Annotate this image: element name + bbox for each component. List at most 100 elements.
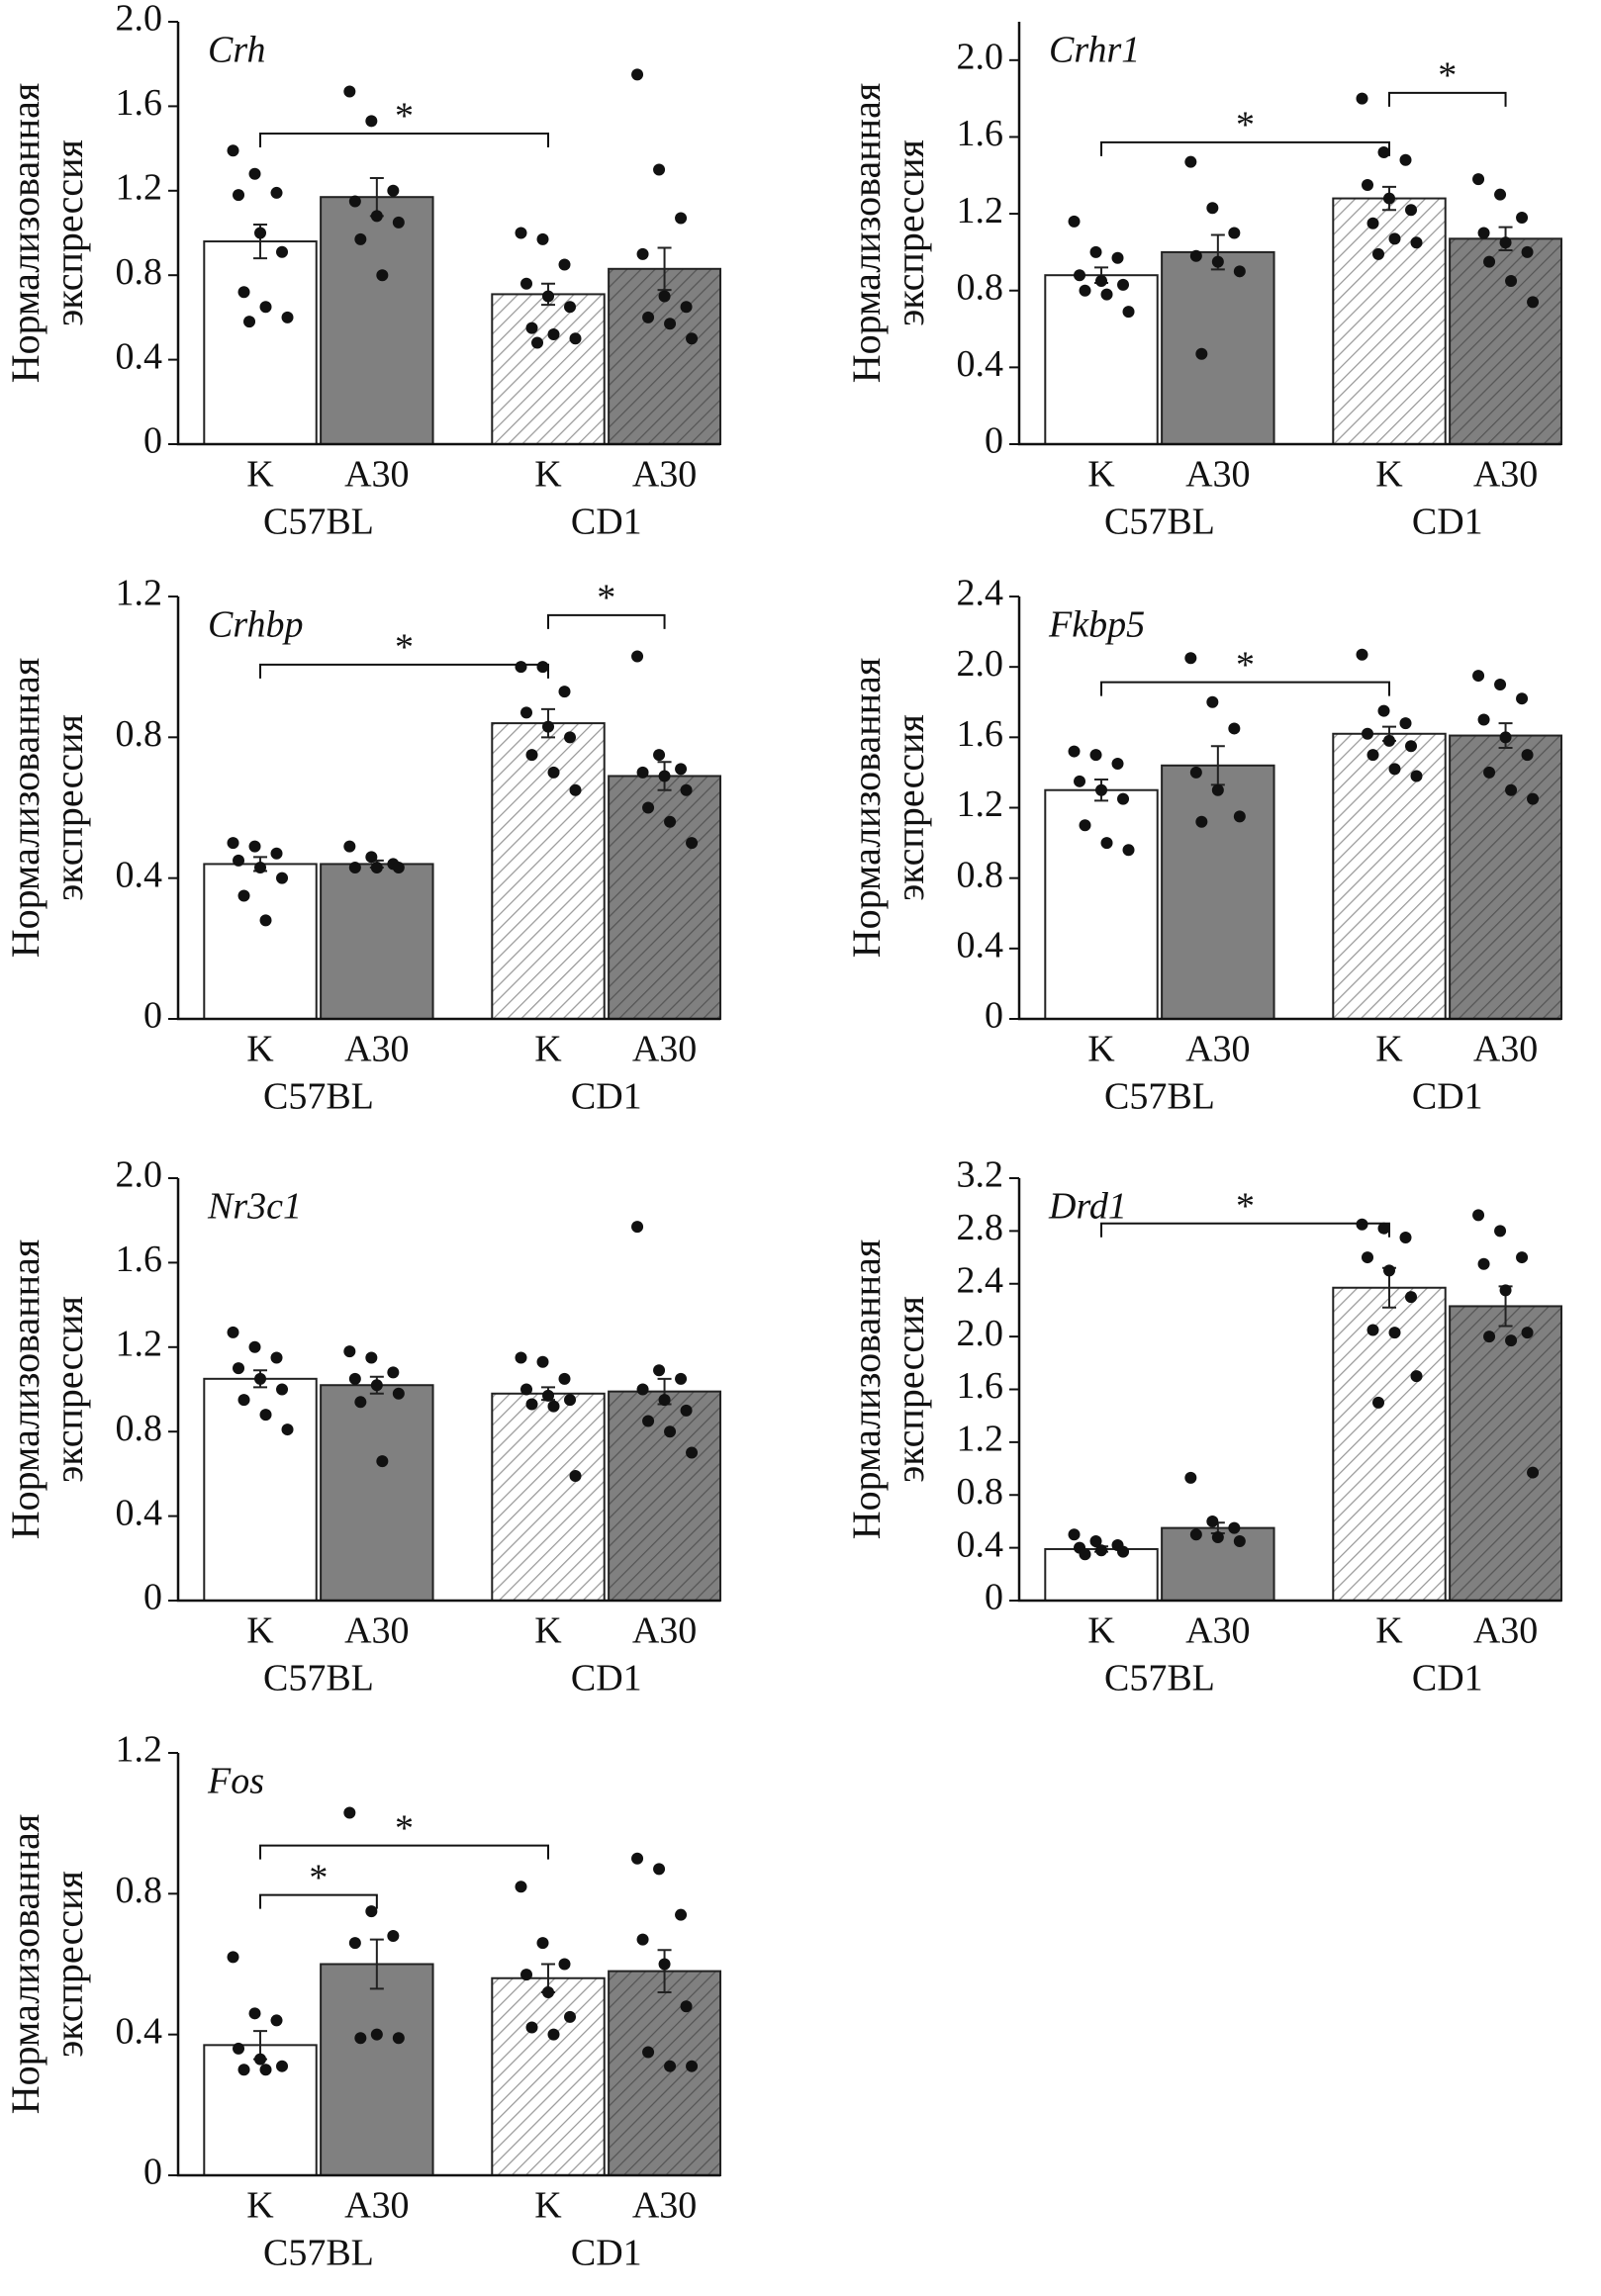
data-point — [1527, 1466, 1540, 1479]
data-point — [564, 2010, 577, 2023]
data-point — [237, 1394, 250, 1407]
data-point — [1074, 269, 1086, 282]
data-point — [248, 167, 261, 180]
x-tick-label: K — [1087, 1029, 1115, 1070]
chart-title: Drd1 — [1048, 1186, 1127, 1228]
data-point — [1211, 1530, 1224, 1543]
data-point — [1483, 766, 1496, 779]
data-point — [564, 731, 577, 744]
data-point — [354, 2032, 367, 2045]
data-point — [686, 2060, 699, 2072]
bar — [320, 1963, 434, 2176]
data-point — [542, 290, 555, 303]
data-point — [227, 837, 239, 850]
y-axis-label: экспрессия — [47, 714, 91, 901]
chart-title: Nr3c1 — [207, 1186, 302, 1228]
data-point — [1233, 1534, 1246, 1547]
data-point — [259, 301, 272, 314]
x-tick-label: K — [246, 1029, 274, 1070]
data-point — [1472, 1209, 1485, 1222]
data-point — [1505, 1334, 1518, 1347]
data-point — [276, 872, 289, 884]
data-point — [515, 1351, 527, 1364]
bar — [203, 240, 318, 445]
y-tick-label: 0 — [985, 1577, 1003, 1618]
data-point — [1228, 1521, 1241, 1534]
x-tick-label: A30 — [1473, 1610, 1538, 1652]
y-tick-label: 1.6 — [957, 113, 1004, 154]
data-point — [1117, 792, 1130, 805]
significance-bracket — [259, 1844, 550, 1860]
y-tick-label: 1.2 — [957, 783, 1004, 825]
data-point — [1228, 722, 1241, 735]
chart-title: Crhr1 — [1049, 30, 1140, 71]
data-point — [536, 1355, 549, 1368]
data-point — [270, 1351, 283, 1364]
data-point — [542, 1389, 555, 1402]
data-point — [1377, 145, 1390, 158]
y-tick-label: 1.6 — [957, 1365, 1004, 1407]
y-tick-label: 1.6 — [957, 713, 1004, 755]
data-point — [254, 861, 267, 873]
data-point — [1372, 1396, 1385, 1409]
data-point — [365, 115, 378, 128]
y-tick-label: 1.2 — [116, 573, 163, 614]
x-tick-label: A30 — [632, 1029, 697, 1070]
bar — [1044, 788, 1159, 1020]
data-point — [1366, 749, 1379, 762]
data-point — [520, 706, 533, 719]
group-label: C57BL — [1104, 502, 1215, 543]
data-point — [1516, 211, 1529, 224]
data-point — [525, 749, 538, 762]
data-point — [387, 184, 400, 197]
data-point — [569, 1470, 582, 1483]
y-tick-label: 0 — [985, 420, 1003, 462]
data-point — [1228, 227, 1241, 239]
y-axis-label: Нормализованная — [844, 1240, 889, 1539]
data-point — [547, 327, 560, 340]
data-point — [1377, 704, 1390, 717]
group-label: C57BL — [1104, 1658, 1215, 1699]
data-point — [1366, 217, 1379, 230]
bar — [1449, 1305, 1563, 1602]
significance-bracket — [259, 1893, 378, 1909]
y-axis-label: экспрессия — [888, 1296, 932, 1483]
data-point — [387, 1366, 400, 1379]
data-point — [642, 311, 655, 323]
significance-label: * — [395, 96, 414, 138]
bar — [320, 863, 434, 1021]
y-tick-label: 0.8 — [957, 266, 1004, 308]
data-point — [1477, 227, 1490, 239]
bar — [491, 293, 606, 446]
data-point — [237, 286, 250, 299]
data-point — [1117, 1545, 1130, 1558]
data-point — [631, 68, 644, 81]
y-axis-label: Нормализованная — [844, 658, 889, 958]
data-point — [1184, 652, 1197, 665]
data-point — [259, 914, 272, 927]
y-tick-label: 2.0 — [116, 1154, 163, 1196]
group-label: C57BL — [1104, 1076, 1215, 1118]
data-point — [1410, 236, 1423, 249]
data-point — [1516, 1251, 1529, 1264]
data-point — [564, 1394, 577, 1407]
bar — [1161, 764, 1275, 1020]
data-point — [1356, 92, 1368, 105]
bar — [1449, 237, 1563, 445]
y-tick-label: 0 — [143, 420, 162, 462]
error-bar — [657, 246, 672, 292]
data-point — [365, 851, 378, 864]
data-point — [686, 1446, 699, 1459]
y-tick-label: 2.0 — [957, 37, 1004, 78]
data-point — [569, 783, 582, 796]
data-point — [1383, 1264, 1396, 1277]
bar — [1449, 734, 1563, 1020]
y-tick-label: 2.8 — [957, 1207, 1004, 1248]
data-point — [270, 2014, 283, 2027]
data-point — [642, 801, 655, 814]
data-point — [237, 889, 250, 902]
data-point — [392, 2032, 405, 2045]
data-point — [515, 661, 527, 674]
group-label: CD1 — [571, 2233, 642, 2274]
data-point — [1111, 758, 1124, 771]
